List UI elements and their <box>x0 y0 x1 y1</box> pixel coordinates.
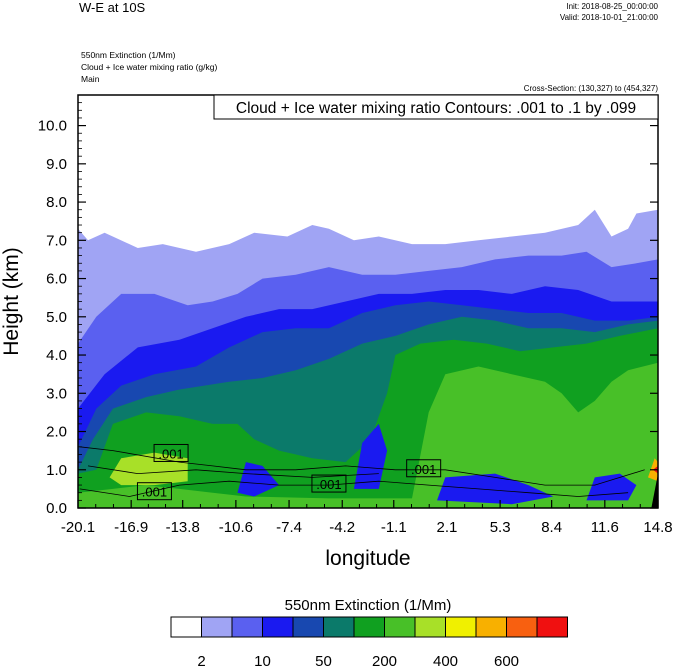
y-tick-label: 2.0 <box>46 424 67 441</box>
contour-label-box-1 <box>136 482 172 501</box>
colorbar-swatch-7 <box>384 616 416 638</box>
extinction-layer-12 <box>437 473 554 505</box>
contour-label-box-3 <box>406 459 442 478</box>
contour-info-text: Cloud + Ice water mixing ratio Contours:… <box>236 100 636 117</box>
x-tick-label: -10.6 <box>219 519 253 536</box>
colorbar-tick-label: 600 <box>494 653 519 667</box>
contour-label-2: .001 <box>316 477 341 492</box>
colorbar-swatch-4 <box>292 616 324 638</box>
x-tick-label: -16.9 <box>114 519 148 536</box>
colorbar-swatch-10 <box>475 616 507 638</box>
y-tick-label: 9.0 <box>46 156 67 173</box>
colorbar-swatch-9 <box>445 616 477 638</box>
field-label-extinction: 550nm Extinction (1/Mm) <box>81 50 176 60</box>
colorbar-tick-label: 200 <box>372 653 397 667</box>
y-tick-label: 3.0 <box>46 385 67 402</box>
y-axis-title: Height (km) <box>0 247 23 356</box>
x-tick-label: 14.8 <box>643 519 672 536</box>
contour-info-box <box>213 94 659 120</box>
contour-label-box-2 <box>311 474 347 493</box>
colorbar-tick-label: 400 <box>433 653 458 667</box>
colorbar-swatch-5 <box>323 616 355 638</box>
x-tick-label: -1.1 <box>381 519 407 536</box>
cross-section-label: Cross-Section: (130,327) to (454,327) <box>523 84 658 93</box>
terrain-edge <box>651 473 658 508</box>
y-tick-label: 10.0 <box>38 118 67 135</box>
x-tick-label: 11.6 <box>591 519 619 536</box>
colorbar-swatch-0 <box>170 616 202 638</box>
x-tick-label: -7.4 <box>276 519 302 536</box>
extinction-layer-11 <box>353 423 388 489</box>
x-axis-title: longitude <box>325 547 410 570</box>
y-tick-label: 5.0 <box>46 309 67 326</box>
contour-label-3: .001 <box>411 462 436 477</box>
contour-label-1: .001 <box>142 485 167 500</box>
contour-label-box-0 <box>153 443 189 462</box>
colorbar-swatch-6 <box>353 616 385 638</box>
y-tick-label: 8.0 <box>46 194 67 211</box>
colorbar-swatch-2 <box>231 616 263 638</box>
colorbar-swatch-1 <box>201 616 233 638</box>
field-label-main: Main <box>81 74 100 84</box>
extinction-layer-6 <box>78 362 658 508</box>
x-tick-label: 5.3 <box>490 519 511 536</box>
init-time: Init: 2018-08-25_00:00:00 <box>566 2 658 11</box>
colorbar-swatch-12 <box>536 616 568 638</box>
colorbar-tick-label: 2 <box>197 653 205 667</box>
y-tick-label: 0.0 <box>46 500 67 517</box>
colorbar-swatch-11 <box>506 616 538 638</box>
y-tick-label: 7.0 <box>46 232 67 249</box>
x-tick-label: -4.2 <box>329 519 355 536</box>
extinction-layer-13 <box>586 473 637 501</box>
colorbar-tick-label: 10 <box>254 653 271 667</box>
y-tick-label: 1.0 <box>46 462 67 479</box>
x-tick-label: -20.1 <box>61 519 95 536</box>
field-label-mixing-ratio: Cloud + Ice water mixing ratio (g/kg) <box>81 62 218 72</box>
x-tick-label: -13.8 <box>166 519 200 536</box>
contour-label-0: .001 <box>158 446 183 461</box>
colorbar-tick-label: 50 <box>315 653 332 667</box>
y-tick-label: 6.0 <box>46 271 67 288</box>
colorbar-title: 550nm Extinction (1/Mm) <box>285 597 452 614</box>
contour-line-0 <box>79 446 645 486</box>
colorbar-swatch-8 <box>414 616 446 638</box>
chart-title-location: W-E at 10S <box>79 0 146 15</box>
extinction-layer-7 <box>109 452 188 486</box>
extinction-layer-10 <box>237 462 280 497</box>
x-tick-label: 2.1 <box>437 519 458 536</box>
valid-time: Valid: 2018-10-01_21:00:00 <box>559 13 658 22</box>
contour-line-2 <box>87 465 379 478</box>
x-tick-label: 8.4 <box>541 519 562 536</box>
colorbar-swatch-3 <box>262 616 294 638</box>
y-tick-label: 4.0 <box>46 347 67 364</box>
